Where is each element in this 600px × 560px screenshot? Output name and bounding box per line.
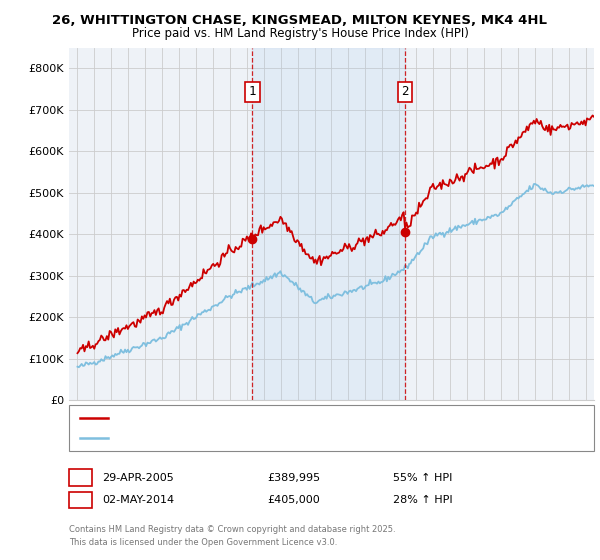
Text: Price paid vs. HM Land Registry's House Price Index (HPI): Price paid vs. HM Land Registry's House … [131, 27, 469, 40]
Text: HPI: Average price, detached house, Milton Keynes: HPI: Average price, detached house, Milt… [112, 433, 366, 443]
Text: 29-APR-2005: 29-APR-2005 [102, 473, 174, 483]
Text: 1: 1 [248, 85, 256, 98]
Text: 55% ↑ HPI: 55% ↑ HPI [393, 473, 452, 483]
Text: 1: 1 [76, 471, 85, 484]
Text: £405,000: £405,000 [267, 495, 320, 505]
Bar [253, 48, 405, 400]
Text: £389,995: £389,995 [267, 473, 320, 483]
Text: 02-MAY-2014: 02-MAY-2014 [102, 495, 174, 505]
Text: 28% ↑ HPI: 28% ↑ HPI [393, 495, 452, 505]
Text: 2: 2 [401, 85, 409, 98]
Text: 2: 2 [76, 493, 85, 507]
Text: Contains HM Land Registry data © Crown copyright and database right 2025.
This d: Contains HM Land Registry data © Crown c… [69, 525, 395, 547]
Text: 26, WHITTINGTON CHASE, KINGSMEAD, MILTON KEYNES, MK4 4HL: 26, WHITTINGTON CHASE, KINGSMEAD, MILTON… [53, 14, 548, 27]
Text: 26, WHITTINGTON CHASE, KINGSMEAD, MILTON KEYNES, MK4 4HL (detached house): 26, WHITTINGTON CHASE, KINGSMEAD, MILTON… [112, 413, 532, 423]
